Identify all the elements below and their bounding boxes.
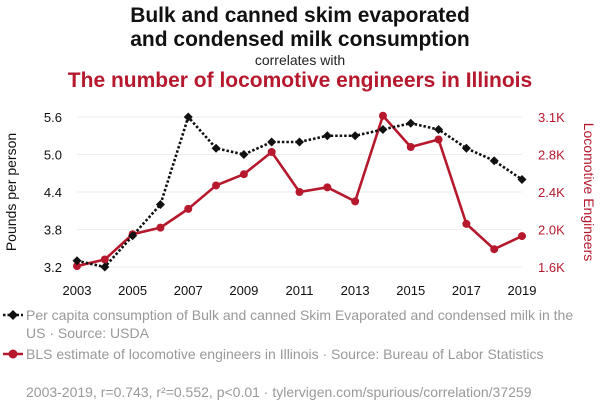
left-tick-label: 5.0 xyxy=(44,148,62,163)
x-tick-label: 2003 xyxy=(63,283,92,298)
data-point-engineers xyxy=(462,219,471,228)
right-tick-label: 2.4K xyxy=(538,185,565,200)
left-tick-label: 3.2 xyxy=(44,260,62,275)
data-point-milk xyxy=(155,200,165,209)
x-tick-label: 2005 xyxy=(118,283,147,298)
data-point-milk xyxy=(517,175,527,184)
data-point-milk xyxy=(100,262,110,272)
data-point-engineers xyxy=(351,197,360,206)
x-tick-label: 2009 xyxy=(229,283,258,298)
left-tick-label: 5.6 xyxy=(44,110,62,125)
right-axis-ticks: 1.6K 2.0K 2.4K 2.8K 3.1K xyxy=(538,110,565,275)
data-point-milk xyxy=(295,137,304,147)
data-point-milk xyxy=(489,156,499,166)
data-point-engineers xyxy=(434,135,443,144)
right-tick-label: 1.6K xyxy=(538,260,565,275)
x-tick-label: 2015 xyxy=(396,283,425,298)
data-point-milk xyxy=(378,125,388,134)
connector-text: correlates with xyxy=(254,52,346,68)
right-tick-label: 3.1K xyxy=(538,110,565,125)
data-point-engineers xyxy=(267,148,276,156)
left-tick-label: 3.8 xyxy=(44,223,62,238)
data-point-milk xyxy=(434,125,444,134)
x-axis-ticks: 2003 2005 2007 2009 2011 2013 2015 2017 2019 xyxy=(63,283,537,298)
x-tick-label: 2007 xyxy=(174,283,203,298)
right-tick-label: 2.8K xyxy=(538,148,565,163)
data-point-engineers xyxy=(212,181,221,190)
data-point-engineers xyxy=(378,111,387,120)
left-tick-label: 4.4 xyxy=(44,185,62,200)
data-point-engineers xyxy=(323,183,332,192)
legend-item-milk: Per capita consumption of Bulk and canne… xyxy=(26,307,574,341)
x-tick-label: 2013 xyxy=(341,283,370,298)
data-point-engineers xyxy=(184,204,193,213)
right-axis-label: Locomotive Engineers xyxy=(581,123,597,262)
chart-subtitle: The number of locomotive engineers in Il… xyxy=(67,69,533,92)
chart-title-line-1: Bulk and canned skim evaporated xyxy=(130,4,470,27)
x-tick-label: 2019 xyxy=(508,283,537,298)
data-point-milk xyxy=(350,131,360,141)
data-point-engineers xyxy=(406,143,415,151)
data-point-engineers xyxy=(490,245,499,254)
data-point-milk xyxy=(267,137,277,147)
right-tick-label: 2.0K xyxy=(538,223,565,238)
data-point-engineers xyxy=(73,262,81,271)
series-group xyxy=(72,111,527,272)
data-point-engineers xyxy=(100,255,109,264)
data-point-milk xyxy=(322,131,332,141)
legend-marker-engineers xyxy=(3,349,23,359)
legend-marker-milk xyxy=(3,310,23,320)
data-point-milk xyxy=(461,143,471,153)
x-tick-label: 2011 xyxy=(286,283,314,298)
data-point-engineers xyxy=(518,232,526,241)
left-axis-ticks: 3.2 3.8 4.4 5.0 5.6 xyxy=(44,110,62,275)
chart-title-line-2: and condensed milk consumption xyxy=(130,28,470,51)
data-point-milk xyxy=(406,118,416,128)
x-tick-label: 2017 xyxy=(452,283,481,298)
footer-stats: 2003-2019, r=0.743, r²=0.552, p<0.01 · t… xyxy=(26,384,532,400)
data-point-engineers xyxy=(239,170,248,179)
data-point-milk xyxy=(128,231,138,241)
legend-item-engineers: BLS estimate of locomotive engineers in … xyxy=(26,346,544,362)
data-point-engineers xyxy=(295,188,304,196)
left-axis-label: Pounds per person xyxy=(3,133,19,251)
data-point-milk xyxy=(183,112,193,122)
data-point-engineers xyxy=(156,223,165,232)
data-point-milk xyxy=(211,143,221,153)
data-point-milk xyxy=(72,256,82,266)
data-point-milk xyxy=(239,150,249,159)
